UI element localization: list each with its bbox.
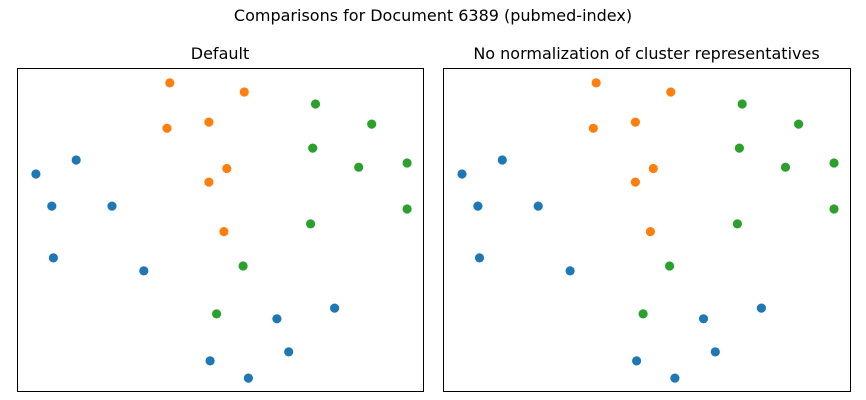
point-no-normalization-blue-8 [698, 314, 709, 324]
point-default-green-9 [212, 309, 222, 319]
point-no-normalization-blue-3 [473, 201, 483, 211]
point-default-blue-3 [47, 201, 57, 211]
point-no-normalization-green-2 [794, 119, 804, 129]
point-no-normalization-blue-10 [632, 356, 642, 366]
point-no-normalization-orange-2 [666, 87, 676, 97]
panel-title-no-normalization: No normalization of cluster representati… [473, 44, 820, 63]
point-no-normalization-green-4 [780, 162, 791, 172]
point-default-blue-9 [284, 347, 294, 357]
point-no-normalization-blue-5 [474, 253, 485, 263]
point-default-blue-4 [107, 201, 117, 211]
point-default-orange-2 [239, 87, 249, 97]
point-no-normalization-blue-2 [497, 155, 507, 165]
point-no-normalization-green-6 [732, 219, 742, 229]
point-default-green-7 [402, 204, 412, 214]
point-default-blue-7 [330, 303, 340, 313]
scatter-plot-default [17, 68, 424, 392]
point-no-normalization-orange-6 [630, 177, 640, 187]
point-default-blue-2 [71, 155, 81, 165]
point-default-blue-8 [272, 314, 282, 324]
point-default-blue-10 [205, 356, 215, 366]
scatter-plot-no-normalization [443, 68, 851, 392]
point-default-blue-6 [139, 266, 149, 276]
panel-title-default: Default [190, 44, 250, 63]
point-default-green-5 [402, 158, 412, 168]
point-default-green-3 [308, 143, 318, 153]
point-no-normalization-green-3 [734, 143, 744, 153]
scatter-plot-default-canvas [31, 78, 412, 383]
point-default-orange-4 [204, 117, 214, 127]
point-no-normalization-green-7 [829, 204, 839, 214]
point-default-orange-5 [222, 163, 232, 174]
point-no-normalization-orange-5 [648, 163, 658, 174]
point-no-normalization-green-8 [665, 261, 675, 271]
point-no-normalization-blue-9 [710, 347, 720, 357]
point-default-green-6 [306, 219, 316, 229]
point-no-normalization-orange-3 [588, 123, 598, 133]
point-default-orange-1 [165, 78, 175, 88]
point-default-orange-7 [219, 227, 229, 237]
point-no-normalization-blue-11 [670, 373, 680, 383]
point-no-normalization-green-5 [829, 158, 839, 168]
point-default-green-1 [310, 99, 321, 109]
point-no-normalization-blue-4 [533, 201, 543, 211]
point-default-orange-6 [204, 177, 214, 187]
point-no-normalization-blue-6 [565, 266, 575, 276]
point-no-normalization-orange-7 [645, 227, 655, 237]
point-default-blue-5 [48, 253, 58, 263]
point-default-blue-11 [243, 373, 253, 383]
point-default-green-2 [367, 119, 377, 129]
point-no-normalization-orange-4 [630, 117, 640, 127]
point-no-normalization-blue-7 [756, 303, 766, 313]
point-default-orange-3 [162, 123, 172, 133]
point-no-normalization-green-9 [638, 309, 648, 319]
point-no-normalization-orange-1 [591, 78, 601, 88]
point-default-blue-1 [31, 169, 41, 179]
figure-title: Comparisons for Document 6389 (pubmed-in… [233, 6, 633, 25]
point-default-green-8 [238, 261, 248, 271]
point-default-green-4 [354, 162, 364, 172]
point-no-normalization-green-1 [737, 99, 747, 109]
scatter-plot-no-normalization-canvas [457, 78, 839, 383]
point-no-normalization-blue-1 [457, 169, 467, 179]
